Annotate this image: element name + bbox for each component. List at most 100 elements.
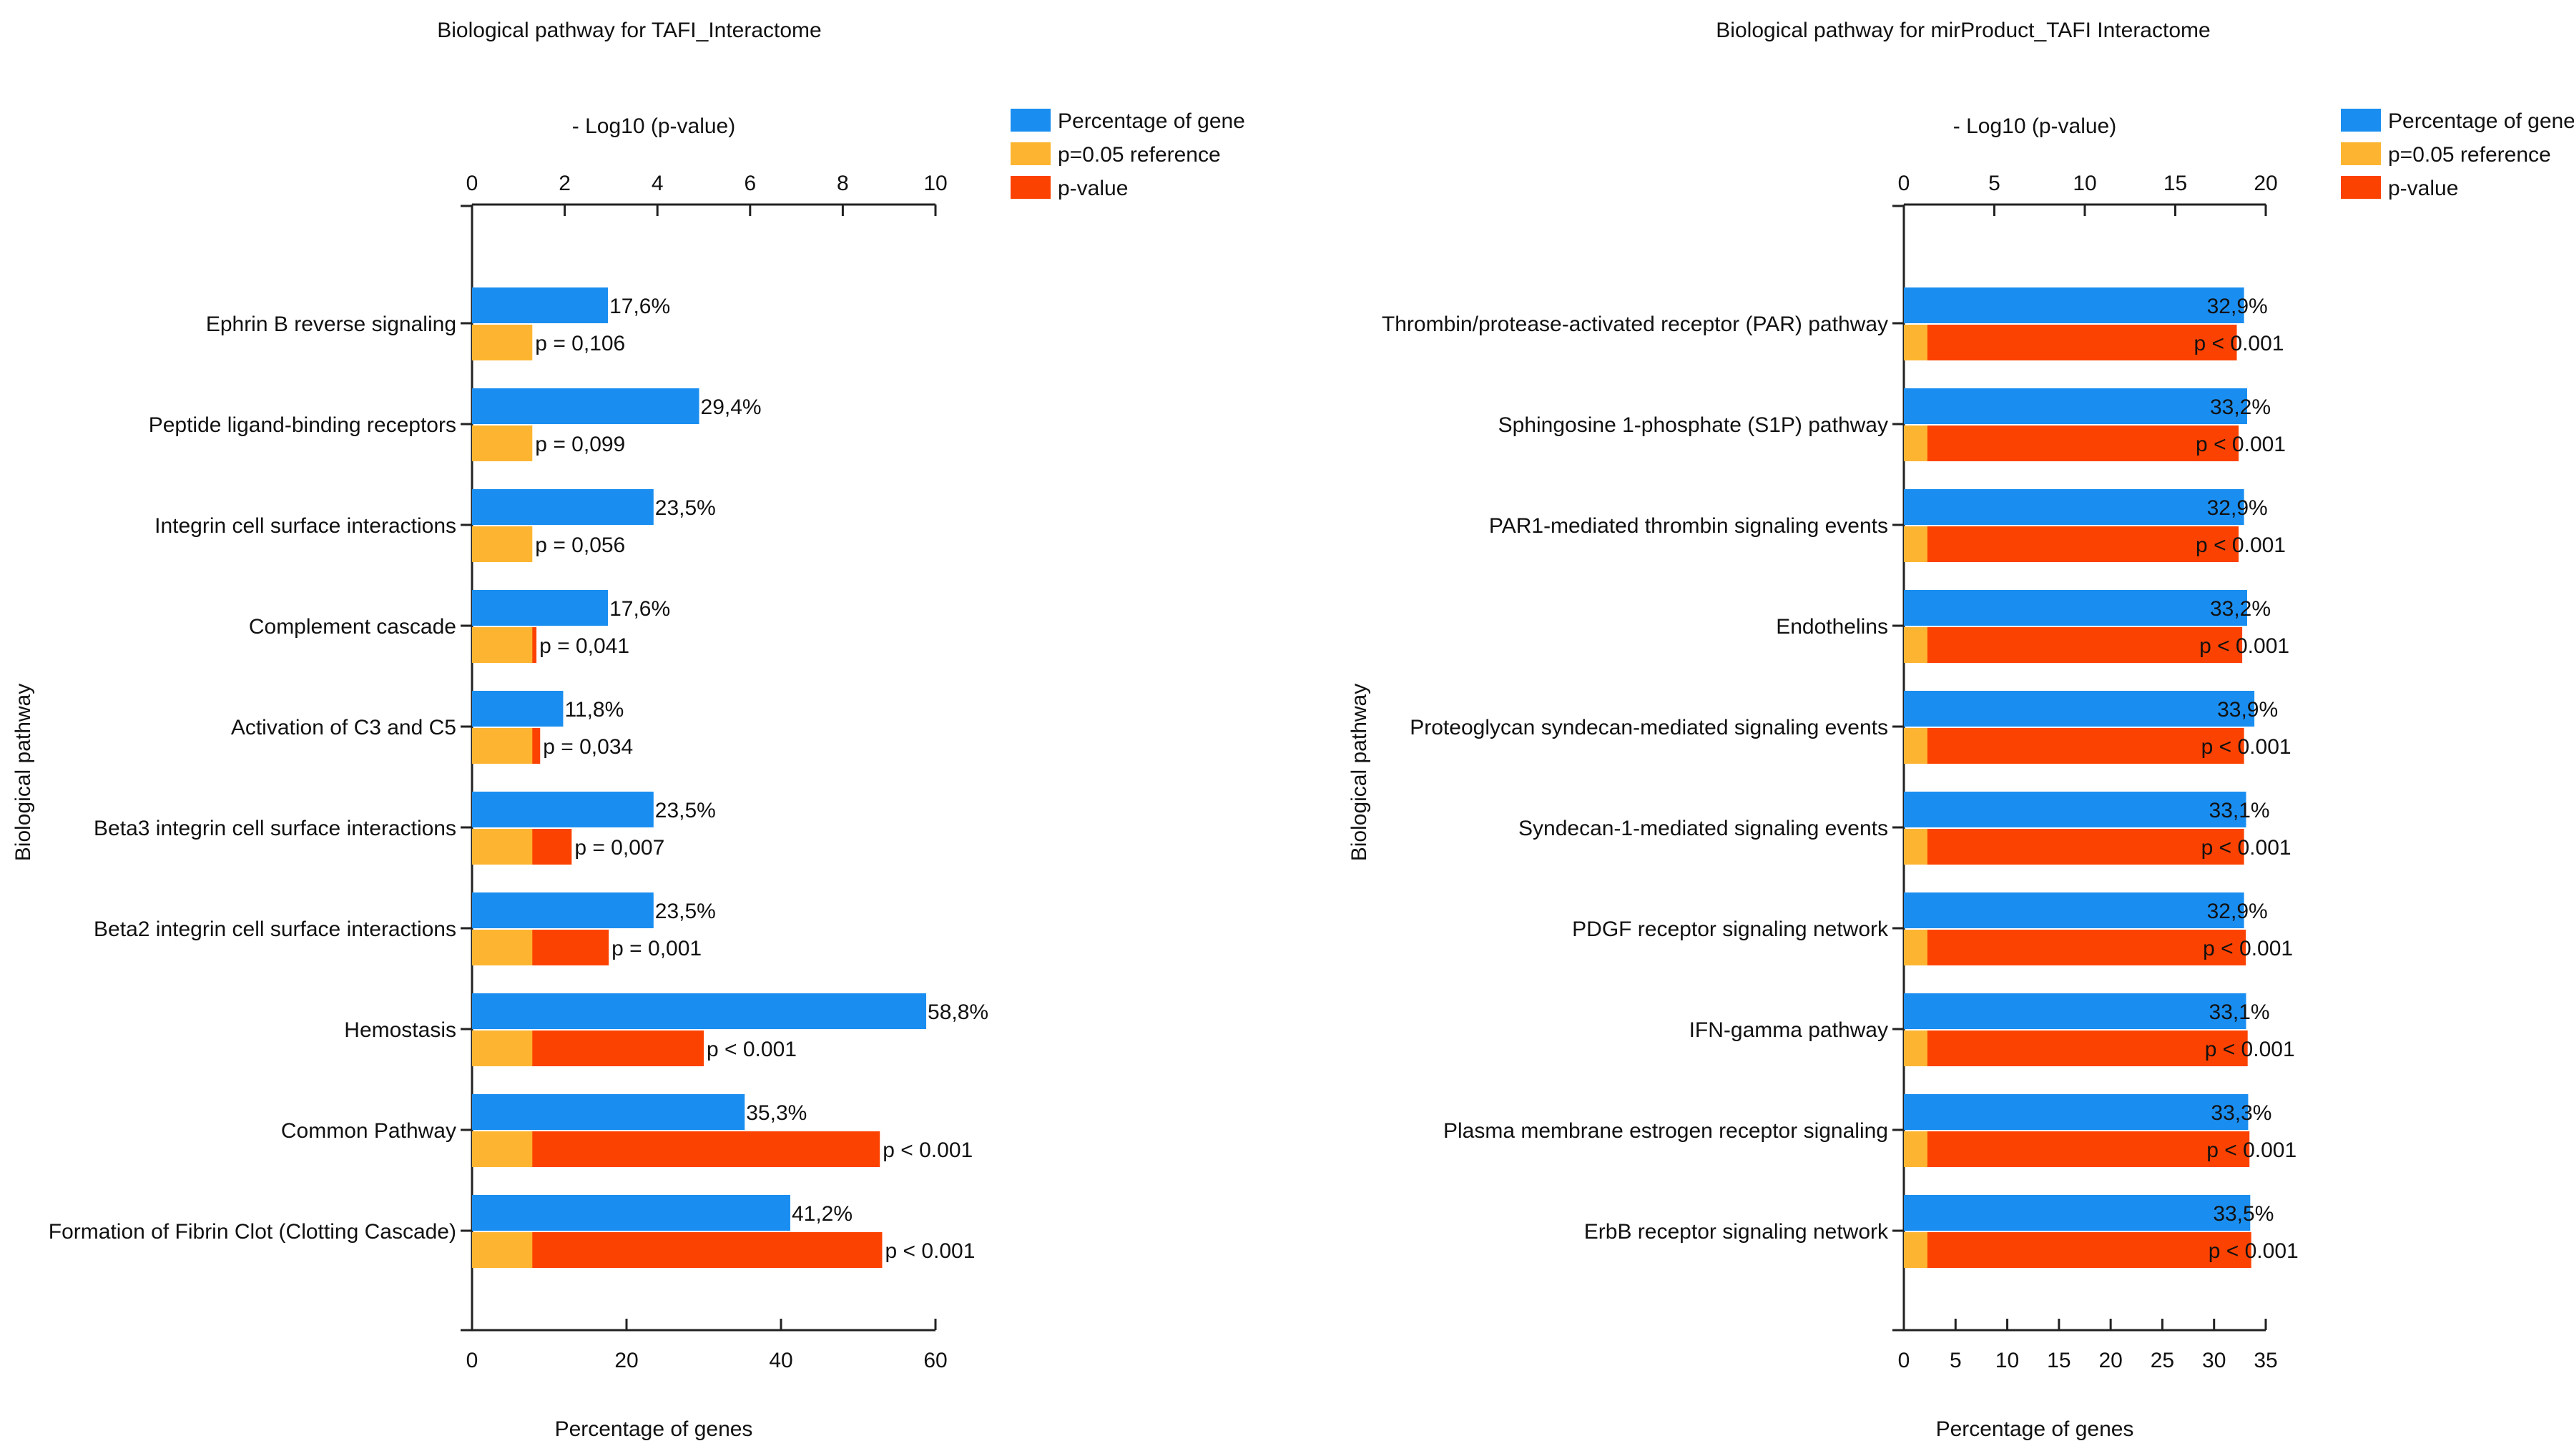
- percentage-label: 33,1%: [2209, 799, 2270, 822]
- bottom-tick-label: 10: [1995, 1349, 2019, 1372]
- legend-label: p=0.05 reference: [2388, 143, 2551, 167]
- pvalue-bar: [1904, 1131, 2250, 1167]
- percentage-label: 41,2%: [792, 1202, 853, 1226]
- pvalue-label: p < 0.001: [885, 1239, 975, 1263]
- chart-mirproduct-tafi-interactome: Biological pathway for mirProduct_TAFI I…: [1347, 19, 2574, 1441]
- percentage-bar: [1904, 287, 2244, 323]
- category-label: Sphingosine 1-phosphate (S1P) pathway: [1498, 413, 1888, 437]
- bottom-tick-label: 15: [2047, 1349, 2071, 1372]
- reference-bar: [1904, 728, 1927, 764]
- top-axis-label: - Log10 (p-value): [572, 114, 735, 138]
- pvalue-label: p < 0.001: [883, 1138, 973, 1162]
- pvalue-bar: [1904, 728, 2244, 764]
- pvalue-label: p < 0.001: [2196, 533, 2286, 557]
- pvalue-label: p < 0.001: [707, 1038, 797, 1061]
- pvalue-bar: [1904, 426, 2239, 461]
- pathway-row: Integrin cell surface interactions 23,5% p…: [154, 489, 716, 562]
- top-tick-label: 5: [1988, 172, 2000, 195]
- pathway-row: IFN-gamma pathway 33,1% p < 0.001: [1689, 993, 2295, 1066]
- pathway-row: ErbB receptor signaling network 33,5% p < …: [1584, 1195, 2299, 1268]
- legend-label: p=0.05 reference: [1058, 143, 1221, 167]
- reference-bar: [472, 930, 533, 965]
- top-axis-label: - Log10 (p-value): [1953, 114, 2116, 138]
- bottom-tick-label: 0: [466, 1349, 478, 1372]
- category-label: ErbB receptor signaling network: [1584, 1220, 1889, 1244]
- bottom-tick-label: 40: [769, 1349, 792, 1372]
- pvalue-label: p < 0.001: [2199, 634, 2289, 658]
- pathway-row: Syndecan-1-mediated signaling events 33,1…: [1518, 792, 2291, 865]
- category-label: Formation of Fibrin Clot (Clotting Casca…: [49, 1220, 456, 1244]
- percentage-bar: [472, 287, 609, 323]
- legend-label: p-value: [2388, 177, 2458, 200]
- category-label: Activation of C3 and C5: [231, 716, 456, 739]
- pathway-row: Sphingosine 1-phosphate (S1P) pathway 33,…: [1498, 388, 2286, 461]
- top-tick-label: 20: [2254, 172, 2277, 195]
- reference-bar: [472, 728, 533, 764]
- chart-title: Biological pathway for TAFI_Interactome: [437, 19, 821, 42]
- pathway-row: PAR1-mediated thrombin signaling events 3…: [1489, 489, 2286, 562]
- reference-bar: [1904, 829, 1927, 865]
- category-label: Endothelins: [1776, 615, 1888, 639]
- percentage-bar: [1904, 489, 2244, 525]
- percentage-bar: [1904, 1195, 2251, 1231]
- legend-label: Percentage of gene: [1058, 109, 1245, 133]
- category-label: Beta2 integrin cell surface interactions: [94, 918, 456, 941]
- pvalue-bar: [1904, 1030, 2248, 1066]
- bottom-axis-label: Percentage of genes: [555, 1417, 753, 1441]
- bottom-tick-label: 20: [614, 1349, 638, 1372]
- category-label: IFN-gamma pathway: [1689, 1018, 1888, 1042]
- pathway-row: Endothelins 33,2% p < 0.001: [1776, 590, 2289, 663]
- pvalue-label: p < 0.001: [2201, 735, 2291, 759]
- top-tick-label: 15: [2163, 172, 2187, 195]
- legend-pvalue-swatch: [1011, 176, 1051, 199]
- percentage-bar: [472, 590, 609, 626]
- bottom-tick-label: 25: [2151, 1349, 2174, 1372]
- pathway-row: Formation of Fibrin Clot (Clotting Casca…: [49, 1195, 975, 1268]
- percentage-bar: [1904, 792, 2246, 827]
- reference-bar: [1904, 325, 1927, 360]
- bottom-tick-label: 20: [2098, 1349, 2122, 1372]
- legend-label: p-value: [1058, 177, 1128, 200]
- pathway-row: Peptide ligand-binding receptors 29,4% p =…: [149, 388, 762, 461]
- legend-percentage-swatch: [1011, 109, 1051, 132]
- pvalue-label: p = 0,099: [535, 433, 625, 456]
- chart-title: Biological pathway for mirProduct_TAFI I…: [1716, 19, 2210, 42]
- category-label: Integrin cell surface interactions: [154, 514, 456, 538]
- percentage-label: 29,4%: [701, 395, 762, 419]
- pvalue-label: p < 0.001: [2201, 836, 2291, 860]
- y-axis-title: Biological pathway: [1347, 684, 1371, 861]
- percentage-label: 33,5%: [2213, 1202, 2274, 1226]
- percentage-label: 23,5%: [655, 799, 716, 822]
- top-tick-label: 10: [2073, 172, 2096, 195]
- percentage-label: 32,9%: [2207, 496, 2268, 520]
- category-label: Beta3 integrin cell surface interactions: [94, 817, 456, 840]
- chart-tafi-interactome: Biological pathway for TAFI_Interactome -…: [11, 19, 1245, 1441]
- percentage-label: 32,9%: [2207, 900, 2268, 923]
- percentage-label: 33,1%: [2209, 1000, 2270, 1024]
- pathway-row: Beta3 integrin cell surface interactions…: [94, 792, 716, 865]
- reference-bar: [472, 325, 533, 360]
- percentage-label: 35,3%: [746, 1101, 807, 1125]
- pathway-row: Ephrin B reverse signaling 17,6% p = 0,106: [206, 287, 670, 360]
- bottom-tick-label: 5: [1950, 1349, 1962, 1372]
- category-label: PDGF receptor signaling network: [1572, 918, 1889, 941]
- pvalue-bar: [1904, 829, 2244, 865]
- bottom-tick-label: 30: [2202, 1349, 2226, 1372]
- percentage-bar: [1904, 388, 2247, 424]
- pathway-row: Activation of C3 and C5 11,8% p = 0,034: [231, 691, 633, 764]
- pathway-row: PDGF receptor signaling network 32,9% p < …: [1572, 892, 2293, 965]
- percentage-bar: [1904, 1094, 2249, 1130]
- pvalue-bar: [472, 1131, 880, 1167]
- reference-bar: [1904, 930, 1927, 965]
- category-label: Plasma membrane estrogen receptor signal…: [1443, 1119, 1888, 1143]
- pvalue-label: p = 0,001: [611, 937, 702, 960]
- percentage-label: 17,6%: [609, 597, 670, 621]
- percentage-label: 11,8%: [564, 698, 624, 722]
- pvalue-label: p = 0,041: [539, 634, 629, 658]
- category-label: Peptide ligand-binding receptors: [149, 413, 456, 437]
- pvalue-bar: [1904, 325, 2237, 360]
- pvalue-bar: [1904, 526, 2239, 562]
- reference-bar: [472, 829, 533, 865]
- pvalue-label: p = 0,056: [535, 533, 625, 557]
